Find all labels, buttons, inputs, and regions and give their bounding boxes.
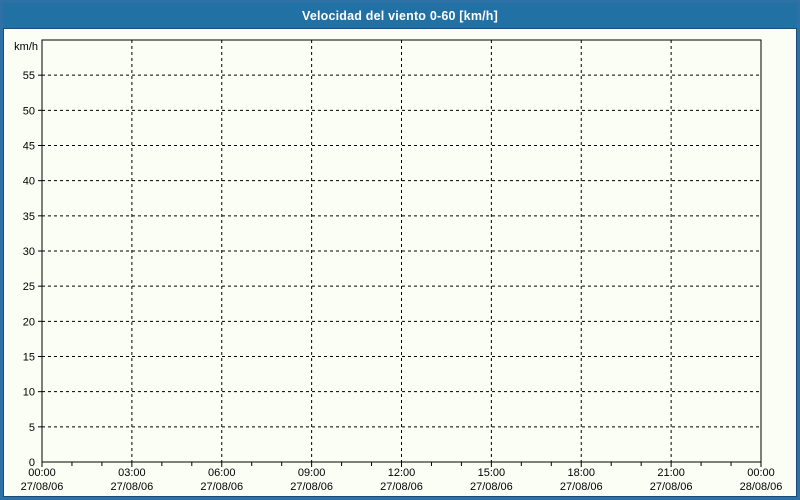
x-tick-time-label: 06:00 (208, 467, 236, 479)
x-tick-date-label: 27/08/06 (380, 481, 423, 493)
x-tick-date-label: 27/08/06 (470, 481, 513, 493)
y-tick-label: 55 (23, 70, 35, 82)
x-tick-time-label: 21:00 (657, 467, 685, 479)
y-tick-label: 30 (23, 246, 35, 258)
x-tick-date-label: 28/08/06 (740, 481, 783, 493)
y-tick-label: 50 (23, 105, 35, 117)
y-tick-label: 15 (23, 352, 35, 364)
title-bar: Velocidad del viento 0-60 [km/h] (3, 3, 797, 29)
x-tick-time-label: 03:00 (118, 467, 146, 479)
y-tick-label: 0 (29, 457, 35, 469)
x-tick-date-label: 27/08/06 (560, 481, 603, 493)
axis-labels: 0 5 10 15 20 25 30 35 40 45 50 55 km/h 00:00 27/08/06 0… (14, 41, 782, 493)
x-tick-date-label: 27/08/06 (21, 481, 64, 493)
chart-title: Velocidad del viento 0-60 [km/h] (301, 8, 499, 23)
x-tick-time-label: 12:00 (388, 467, 416, 479)
gridlines (42, 40, 761, 462)
x-tick-date-label: 27/08/06 (290, 481, 333, 493)
x-tick-time-label: 09:00 (298, 467, 326, 479)
x-tick-time-label: 00:00 (747, 467, 775, 479)
chart-area: 0 5 10 15 20 25 30 35 40 45 50 55 km/h 00:00 27/08/06 0… (3, 29, 797, 497)
y-tick-label: 40 (23, 176, 35, 188)
wind-speed-chart: 0 5 10 15 20 25 30 35 40 45 50 55 km/h 00:00 27/08/06 0… (14, 39, 782, 493)
y-tick-label: 20 (23, 316, 35, 328)
x-tick-date-label: 27/08/06 (650, 481, 693, 493)
tick-marks (38, 74, 762, 467)
x-tick-date-label: 27/08/06 (200, 481, 243, 493)
y-tick-label: 10 (23, 387, 35, 399)
x-tick-date-label: 27/08/06 (110, 481, 153, 493)
x-tick-time-label: 18:00 (567, 467, 595, 479)
x-tick-time-label: 15:00 (478, 467, 506, 479)
x-tick-time-label: 00:00 (28, 467, 56, 479)
y-axis-unit-label: km/h (14, 41, 38, 53)
y-tick-label: 5 (29, 422, 35, 434)
y-tick-label: 35 (23, 211, 35, 223)
y-tick-label: 25 (23, 281, 35, 293)
y-tick-label: 45 (23, 141, 35, 153)
